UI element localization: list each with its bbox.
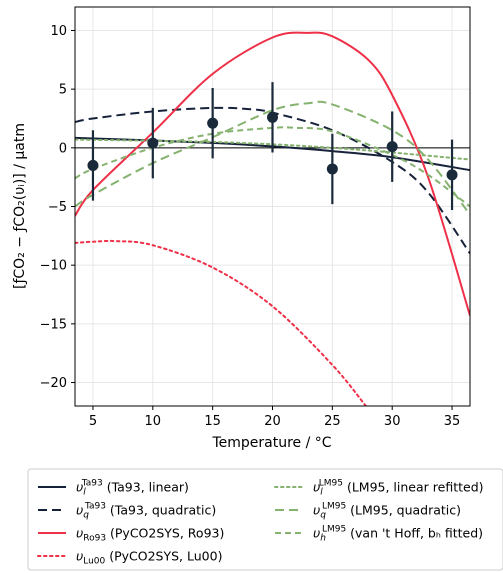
x-tick-label: 15 (204, 414, 221, 429)
data-point (386, 141, 398, 153)
legend-label-ta93_quadratic: υqTa93 (Ta93, quadratic) (76, 502, 216, 521)
data-point (446, 169, 458, 181)
legend-label-lm95_quadratic: υqLM95 (LM95, quadratic) (313, 502, 461, 521)
y-tick-label: 10 (50, 24, 67, 39)
x-tick-label: 10 (145, 414, 162, 429)
y-axis-label: [ƒCO₂ − ƒCO₂(υᵢ)] / µatm (12, 123, 28, 289)
x-tick-label: 5 (89, 414, 97, 429)
x-tick-label: 25 (324, 414, 341, 429)
legend-label-lu00: υLu00 (PyCO2SYS, Lu00) (76, 549, 222, 567)
x-tick-label: 35 (444, 414, 461, 429)
x-tick-label: 30 (384, 414, 401, 429)
series-line-ta93_quadratic (75, 106, 470, 255)
data-point (207, 117, 219, 129)
series-line-lm95_vanthoff (75, 126, 470, 208)
x-axis-label: Temperature / °C (211, 435, 331, 451)
y-tick-label: 0 (59, 141, 67, 156)
ticks: 5 10 15 20 25 30 35 10 5 0 −5 −10 −15 −20 (40, 24, 461, 429)
data-point (147, 137, 159, 149)
y-tick-label: −10 (40, 259, 67, 274)
series-line-lu00 (75, 239, 367, 406)
legend-label-lm95_vanthoff: υhLM95 (van 't Hoff, bₕ fitted) (313, 525, 483, 544)
data-point (87, 159, 99, 171)
series-line-lm95_quadratic (75, 100, 470, 216)
legend-label-ro93: υRo93 (PyCO2SYS, Ro93) (76, 526, 224, 544)
data-point (326, 163, 338, 175)
y-tick-label: −5 (48, 200, 67, 215)
legend-label-ta93_linear: υlTa93 (Ta93, linear) (76, 479, 189, 498)
legend: υlTa93 (Ta93, linear) υqTa93 (Ta93, quadr… (37, 479, 484, 567)
legend-box (27, 468, 503, 571)
y-tick-label: −20 (40, 376, 67, 391)
y-tick-label: 5 (59, 83, 67, 98)
legend-label-lm95_linear: υlLM95 (LM95, linear refitted) (313, 479, 484, 498)
observations-layer (87, 82, 458, 211)
data-point (267, 111, 278, 123)
y-tick-label: −15 (40, 317, 67, 332)
x-tick-label: 20 (264, 414, 281, 429)
